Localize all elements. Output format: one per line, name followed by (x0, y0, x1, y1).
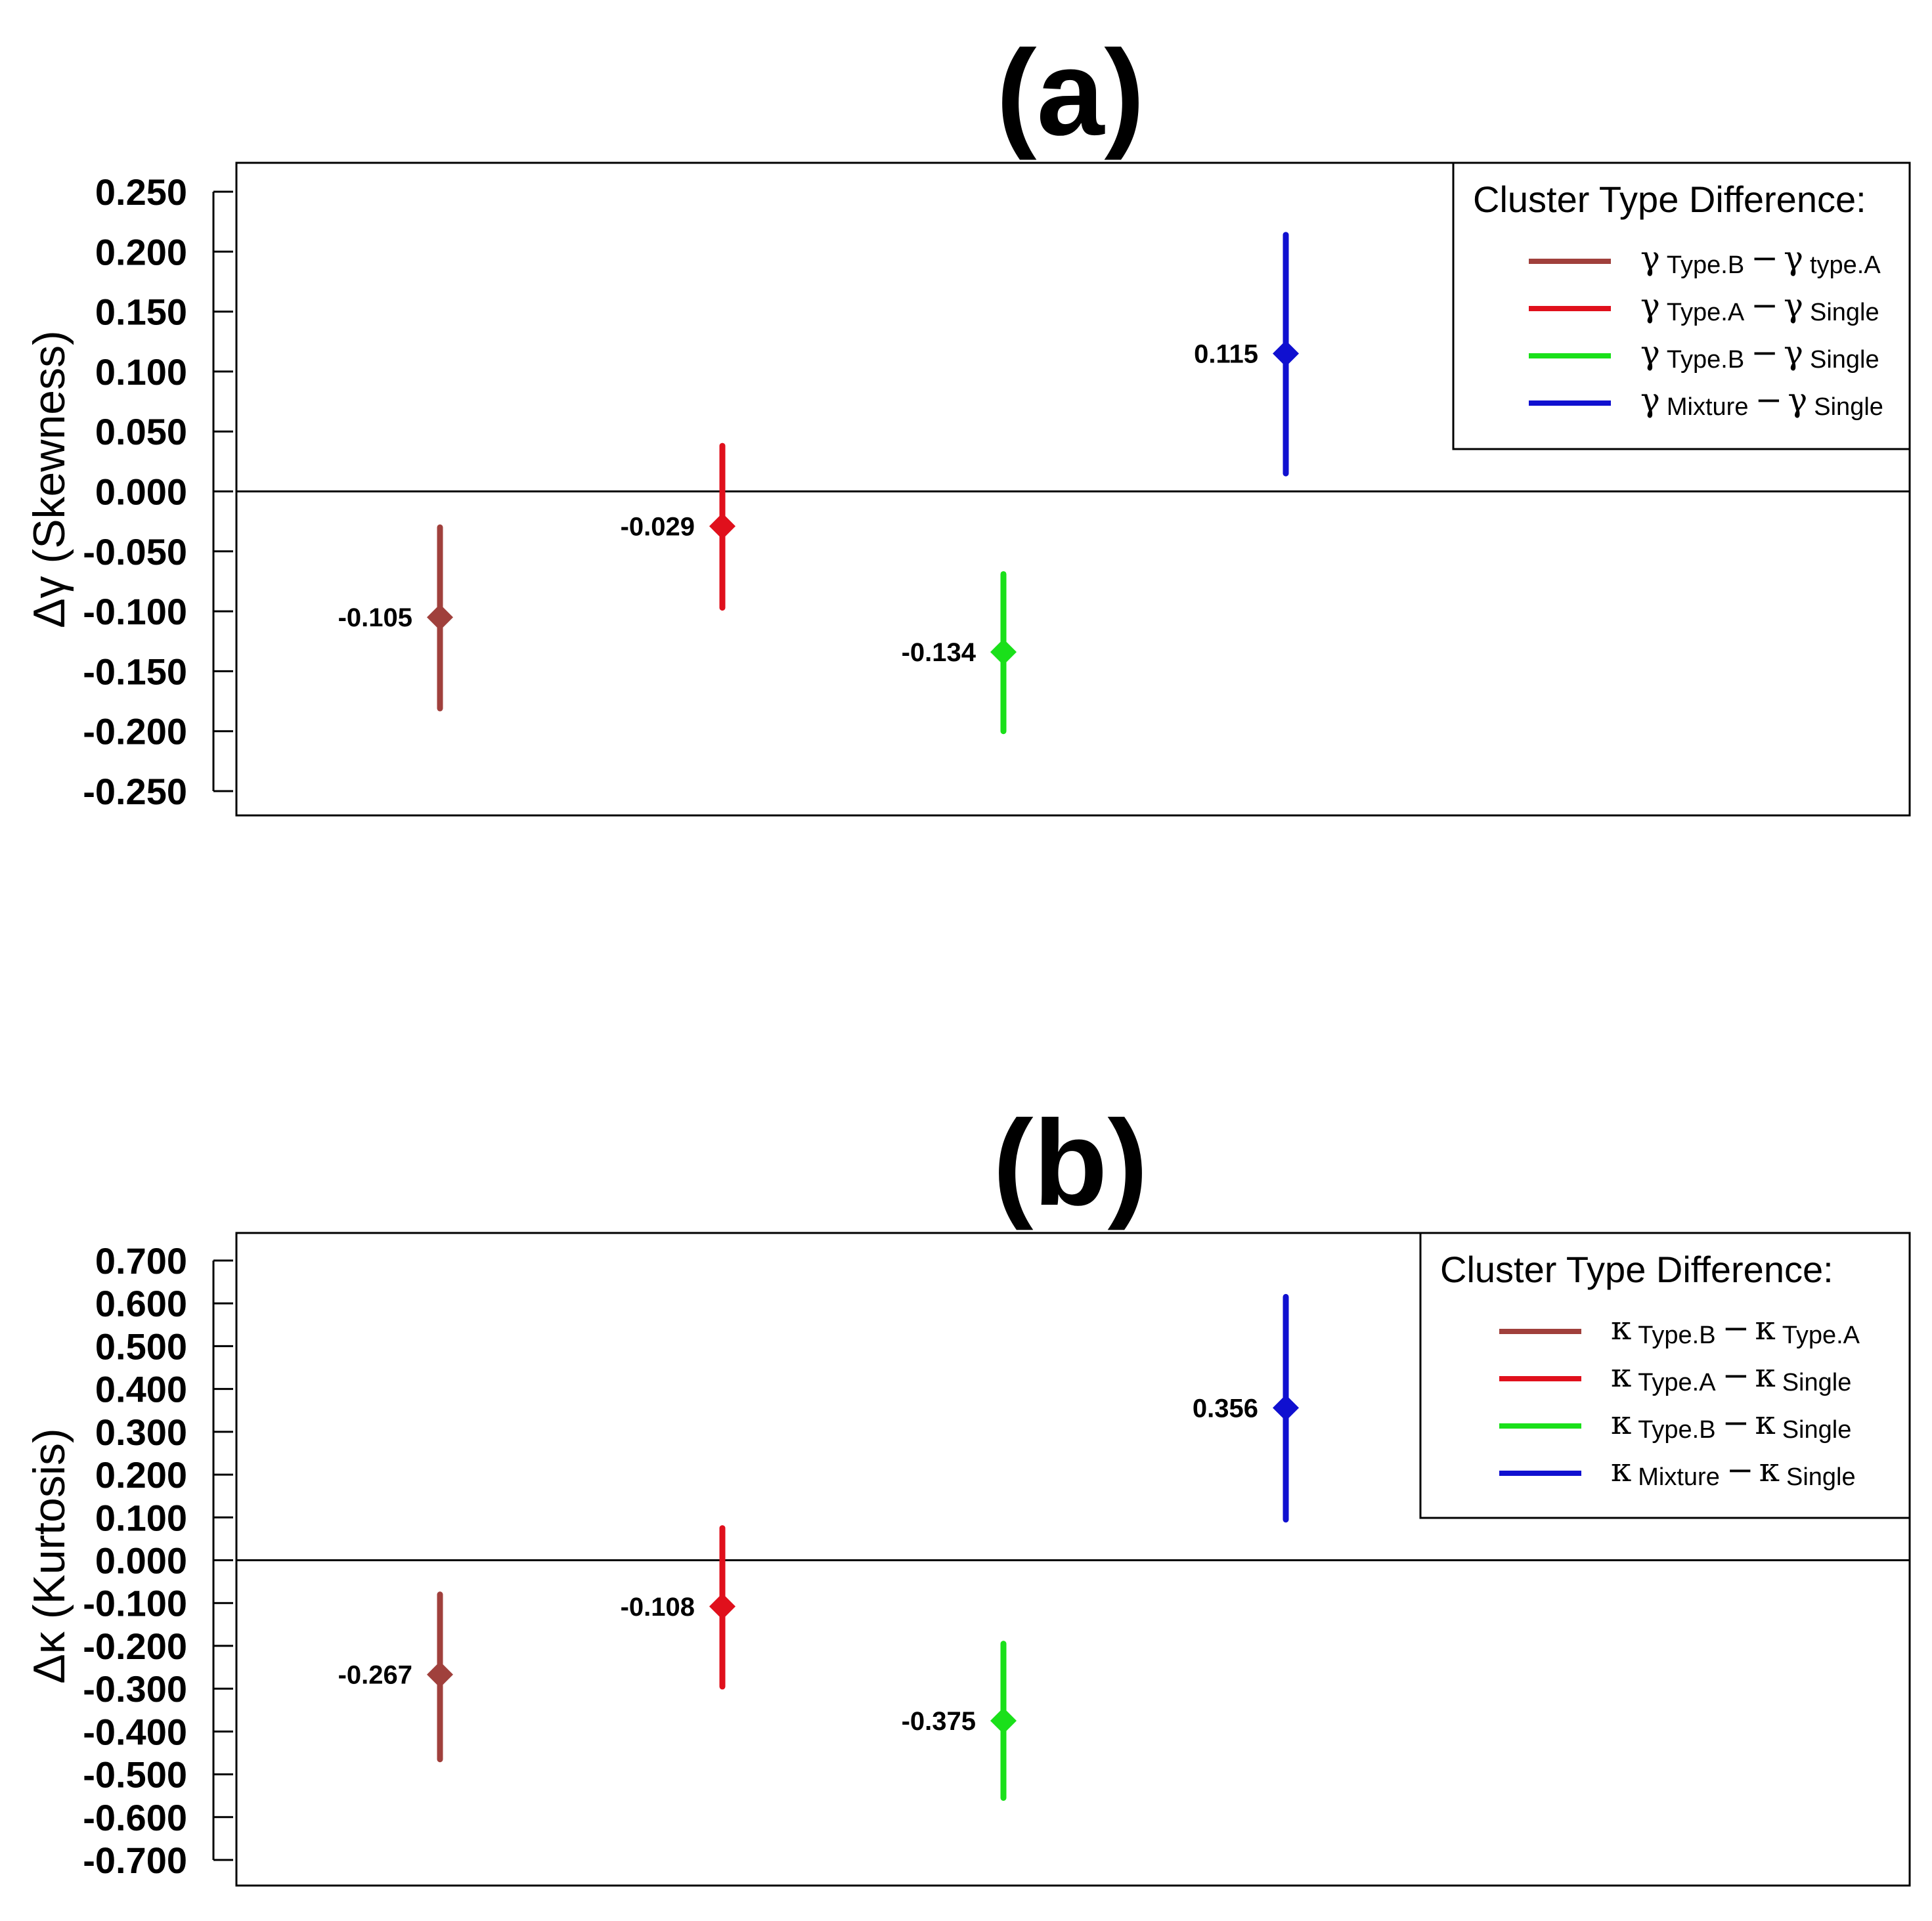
data-point (427, 604, 453, 631)
data-point (709, 513, 735, 540)
plot-frame (235, 162, 1911, 817)
y-tick-label: -0.150 (83, 651, 187, 692)
y-tick-label: 0.150 (95, 291, 187, 333)
y-axis-label: Δγ (Skewness) (24, 330, 74, 628)
y-axis-label: Δκ (Kurtosis) (24, 1428, 74, 1683)
point-value-label: -0.108 (621, 1593, 695, 1622)
y-tick-label: -0.100 (83, 1583, 187, 1624)
legend-entry: γ Type.B − γ type.A (1640, 239, 1881, 279)
legend-entry: κ Mixture − κ Single (1611, 1451, 1856, 1491)
data-point (427, 1661, 453, 1688)
y-tick-label: 0.250 (95, 171, 187, 213)
legend-title: Cluster Type Difference: (1473, 179, 1866, 220)
legend-title: Cluster Type Difference: (1440, 1249, 1833, 1290)
y-tick-label: 0.600 (95, 1283, 187, 1324)
point-value-label: 0.356 (1193, 1394, 1258, 1423)
legend-entry: γ Type.A − γ Single (1640, 286, 1879, 326)
legend-entry: γ Type.B − γ Single (1640, 334, 1879, 374)
point-value-label: -0.267 (338, 1661, 412, 1690)
point-value-label: -0.134 (902, 638, 977, 667)
panel-a: (a) 0.250 0.200 0.150 0.100 0.050 0.000 -0.050 -… (24, 26, 1911, 817)
legend-entry: γ Mixture − γ Single (1640, 381, 1883, 421)
data-point (1273, 340, 1299, 367)
y-tick-label: 0.050 (95, 411, 187, 452)
y-tick-label: -0.700 (83, 1840, 187, 1881)
legend-entry: κ Type.B − κ Type.A (1611, 1309, 1860, 1349)
legend-entry: κ Type.B − κ Single (1611, 1404, 1851, 1444)
panel-title: (b) (993, 1096, 1148, 1231)
panel-b: (b)0.7000.6000.5000.4000.3000.2000.1000.… (24, 1096, 1911, 1887)
y-tick-label: -0.300 (83, 1668, 187, 1710)
legend-entry: κ Type.A − κ Single (1611, 1356, 1851, 1396)
y-tick-label: 0.500 (95, 1326, 187, 1367)
y-tick-label: -0.050 (83, 531, 187, 572)
y-tick-label: 0.000 (95, 471, 187, 513)
y-tick-label: -0.200 (83, 1626, 187, 1667)
y-tick-label: -0.200 (83, 711, 187, 752)
legend-box (1419, 1232, 1911, 1519)
y-tick-label: 0.200 (95, 1454, 187, 1496)
y-tick-label: 0.100 (95, 1497, 187, 1538)
point-value-label: -0.105 (338, 603, 412, 632)
point-value-label: 0.115 (1194, 340, 1258, 369)
point-value-label: -0.375 (902, 1707, 976, 1736)
y-tick-label: 0.100 (95, 351, 187, 393)
y-tick-label: -0.400 (83, 1711, 187, 1752)
data-point (990, 639, 1017, 666)
y-tick-label: 0.200 (95, 231, 187, 272)
y-tick-label: -0.250 (83, 771, 187, 812)
y-tick-label: 0.300 (95, 1412, 187, 1453)
panel-title: (a) (996, 26, 1145, 161)
data-point (1273, 1394, 1299, 1421)
y-tick-label: 0.400 (95, 1369, 187, 1410)
y-tick-label: -0.500 (83, 1754, 187, 1796)
data-point (709, 1593, 735, 1620)
point-value-label: -0.029 (621, 512, 695, 541)
y-tick-label: 0.000 (95, 1540, 187, 1582)
y-tick-label: 0.700 (95, 1240, 187, 1282)
data-point (990, 1708, 1017, 1735)
y-tick-label: -0.600 (83, 1797, 187, 1838)
y-tick-label: -0.100 (83, 591, 187, 632)
